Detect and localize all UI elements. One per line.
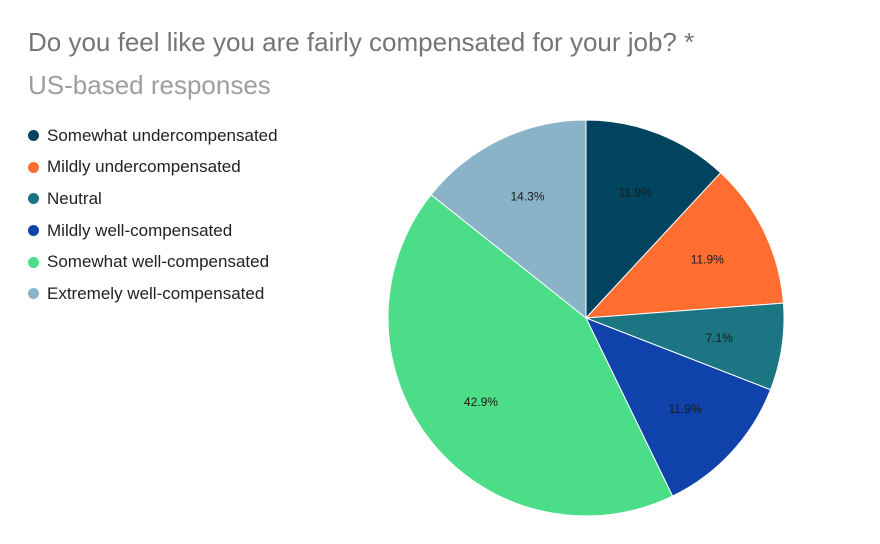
chart-subtitle: US-based responses <box>28 70 271 100</box>
legend-label: Mildly undercompensated <box>47 157 241 177</box>
chart-legend: Somewhat undercompensated Mildly undercom… <box>28 120 278 310</box>
legend-item: Extremely well-compensated <box>28 278 278 310</box>
pie-slices <box>387 119 785 517</box>
pie-data-label: 11.9% <box>691 253 724 267</box>
legend-marker <box>28 225 39 237</box>
legend-item: Mildly undercompensated <box>28 152 278 184</box>
legend-marker <box>28 288 39 300</box>
legend-label: Mildly well-compensated <box>47 220 233 240</box>
pie-data-labels: 11.9% 11.9% 7.1% 11.9% 42.9% 14.3% <box>464 186 733 417</box>
legend-marker <box>28 161 39 173</box>
legend-item: Somewhat undercompensated <box>28 120 278 152</box>
legend-marker <box>28 130 39 142</box>
pie-slice <box>585 119 722 320</box>
pie-slice <box>584 317 772 497</box>
pie-data-label: 42.9% <box>464 395 498 409</box>
legend-label: Somewhat well-compensated <box>47 252 270 272</box>
pie-data-label: 11.9% <box>619 186 652 200</box>
legend-item: Neutral <box>28 183 278 215</box>
legend-marker <box>28 193 39 205</box>
pie-data-label: 7.1% <box>705 331 733 345</box>
legend-item: Mildly well-compensated <box>28 215 278 247</box>
pie-slice <box>430 119 587 320</box>
legend-item: Somewhat well-compensated <box>28 246 278 278</box>
legend-label: Somewhat undercompensated <box>47 125 278 145</box>
legend-label: Extremely well-compensated <box>47 283 265 303</box>
pie-data-label: 11.9% <box>668 402 701 416</box>
pie-slice <box>387 193 674 517</box>
pie-data-label: 14.3% <box>511 190 545 204</box>
chart-title: Do you feel like you are fairly compensa… <box>28 27 695 57</box>
legend-label: Neutral <box>47 188 102 208</box>
legend-marker <box>28 256 39 268</box>
pie-slice <box>584 172 784 319</box>
